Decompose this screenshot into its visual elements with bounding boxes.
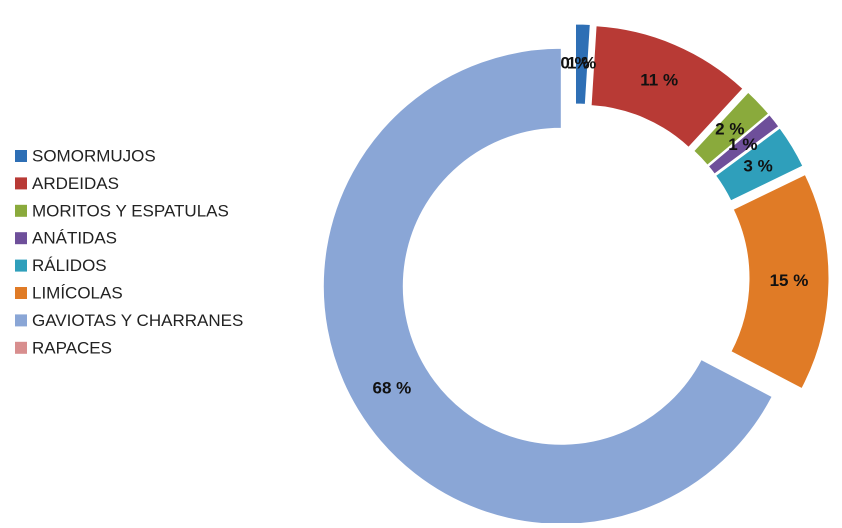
donut-slice	[714, 127, 804, 202]
data-label: 1 %	[567, 54, 596, 73]
legend-swatch	[15, 259, 27, 272]
legend-label: LIMÍCOLAS	[32, 283, 123, 302]
legend-label: ARDEIDAS	[32, 174, 119, 193]
donut-slice	[322, 47, 773, 525]
legend-label: RAPACES	[32, 338, 112, 357]
legend-swatch	[15, 177, 27, 190]
donut-slice	[574, 23, 591, 105]
data-label: 2 %	[715, 120, 744, 139]
legend-label: ANÁTIDAS	[32, 229, 117, 248]
legend-swatch	[15, 341, 27, 354]
data-label: 68 %	[373, 378, 412, 397]
data-label: 3 %	[743, 157, 772, 176]
legend-swatch	[15, 150, 27, 162]
legend-swatch	[15, 232, 27, 245]
data-label: 15 %	[770, 271, 809, 290]
data-label: 11 %	[640, 71, 678, 90]
legend-swatch	[15, 314, 27, 327]
legend-label: RÁLIDOS	[32, 256, 107, 275]
data-label: 0 %	[560, 53, 589, 72]
donut-slice	[707, 114, 780, 175]
data-label: 1 %	[728, 135, 757, 154]
legend-swatch	[15, 287, 27, 299]
legend-swatch	[15, 204, 27, 217]
donut-slice	[590, 25, 744, 149]
donut-slice	[730, 173, 830, 390]
legend-label: MORITOS Y ESPATULAS	[32, 201, 229, 220]
donut-slice	[693, 91, 770, 166]
legend-label: GAVIOTAS Y CHARRANES	[32, 311, 243, 330]
legend-label: SOMORMUJOS	[32, 146, 156, 165]
